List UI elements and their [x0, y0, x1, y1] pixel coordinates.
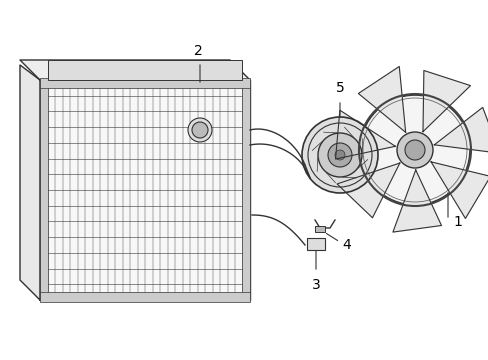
Bar — [306, 238, 325, 250]
Circle shape — [396, 132, 432, 168]
Polygon shape — [392, 170, 441, 232]
Bar — [40, 80, 249, 300]
Circle shape — [187, 118, 212, 142]
Polygon shape — [433, 107, 488, 153]
Text: 3: 3 — [311, 278, 320, 292]
Circle shape — [302, 117, 377, 193]
Circle shape — [317, 133, 361, 177]
Polygon shape — [430, 162, 488, 219]
Bar — [40, 78, 249, 88]
Text: 5: 5 — [335, 81, 344, 95]
Polygon shape — [422, 71, 469, 132]
Circle shape — [327, 143, 351, 167]
Bar — [242, 80, 249, 300]
Polygon shape — [20, 65, 40, 300]
Text: 1: 1 — [452, 215, 461, 229]
Bar — [40, 292, 249, 302]
Polygon shape — [335, 110, 394, 159]
Circle shape — [192, 122, 207, 138]
Circle shape — [404, 140, 424, 160]
Circle shape — [334, 150, 345, 160]
Bar — [48, 60, 242, 80]
Bar — [40, 80, 48, 300]
Polygon shape — [20, 60, 249, 80]
Text: 4: 4 — [341, 238, 350, 252]
Bar — [314, 226, 325, 232]
Circle shape — [359, 95, 469, 205]
Polygon shape — [336, 163, 399, 218]
Polygon shape — [358, 67, 405, 132]
Text: 2: 2 — [193, 44, 202, 58]
